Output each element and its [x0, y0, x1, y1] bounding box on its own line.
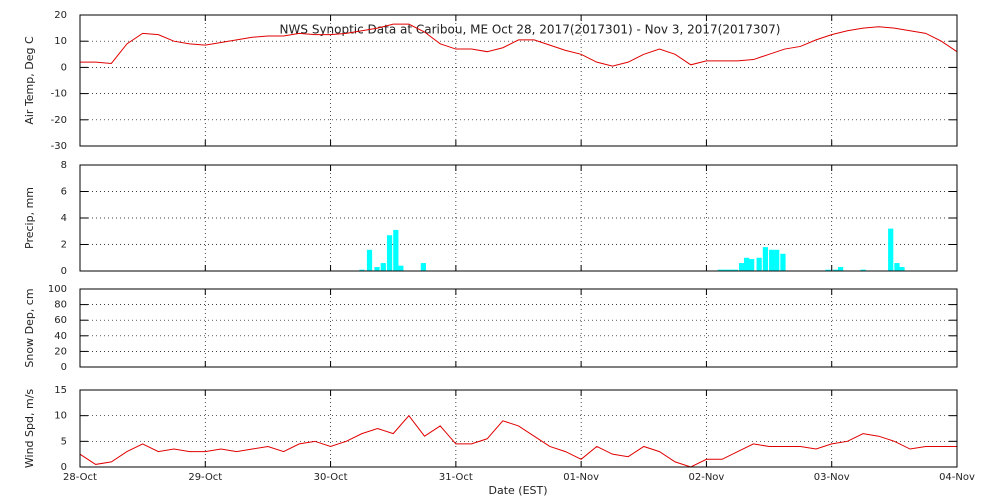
y-axis-label: Snow Dep, cm — [23, 288, 36, 367]
y-tick-label: 6 — [61, 187, 67, 198]
bar — [393, 229, 399, 271]
y-tick-label: 20 — [54, 10, 67, 21]
y-tick-label: 15 — [54, 385, 67, 396]
y-axis-label: Precip, mm — [23, 187, 36, 249]
bar — [420, 263, 426, 271]
bar — [366, 249, 373, 271]
bar — [744, 257, 750, 271]
bar — [774, 249, 780, 271]
bar — [894, 263, 900, 271]
y-tick-label: -30 — [51, 141, 67, 152]
bar — [386, 235, 393, 271]
y-tick-label: 40 — [54, 331, 67, 342]
x-axis-label: Date (EST) — [488, 484, 547, 497]
bar — [739, 263, 745, 271]
bar — [374, 267, 380, 271]
chart-title: NWS Synoptic Data at Caribou, ME Oct 28,… — [280, 23, 781, 37]
y-tick-label: -20 — [51, 115, 67, 126]
x-tick-label: 01-Nov — [563, 472, 599, 483]
bar — [837, 267, 844, 271]
y-axis-label: Wind Spd, m/s — [23, 389, 36, 469]
x-tick-label: 30-Oct — [314, 472, 348, 483]
y-tick-label: 20 — [54, 346, 67, 357]
y-tick-label: 0 — [61, 62, 67, 73]
bar — [762, 247, 769, 271]
plot-frame — [79, 288, 958, 368]
y-tick-label: 60 — [54, 315, 67, 326]
bar — [727, 269, 733, 271]
bar — [888, 228, 894, 271]
y-tick-label: 5 — [61, 436, 67, 447]
bar — [756, 257, 762, 271]
data-line — [80, 23, 958, 67]
bar — [899, 267, 905, 271]
y-tick-label: 8 — [61, 160, 67, 171]
bar — [732, 269, 738, 271]
x-tick-label: 04-Nov — [939, 472, 975, 483]
y-tick-label: 80 — [54, 300, 67, 311]
y-axis-label: Air Temp, Deg C — [23, 36, 36, 125]
y-tick-label: 10 — [54, 36, 67, 47]
x-tick-label: 29-Oct — [188, 472, 222, 483]
y-tick-label: 10 — [54, 411, 67, 422]
y-tick-label: 100 — [48, 284, 67, 295]
bar — [769, 249, 775, 271]
x-tick-label: 02-Nov — [688, 472, 724, 483]
y-tick-label: 2 — [61, 240, 67, 251]
bar — [825, 269, 831, 271]
data-line — [79, 414, 957, 468]
y-tick-label: 0 — [61, 462, 67, 473]
bar — [717, 269, 723, 271]
bar — [780, 253, 786, 271]
plot-frame — [79, 164, 958, 272]
y-tick-label: 0 — [61, 266, 67, 277]
plot-frame — [79, 389, 958, 468]
bar — [380, 263, 386, 271]
bar — [398, 265, 404, 271]
bar — [722, 269, 728, 271]
bar — [832, 269, 839, 271]
x-tick-label: 28-Oct — [63, 472, 97, 483]
y-tick-label: -10 — [51, 89, 67, 100]
bar — [359, 269, 365, 271]
bar — [860, 269, 866, 271]
y-tick-label: 4 — [61, 213, 67, 224]
bar — [749, 259, 755, 271]
x-tick-label: 03-Nov — [814, 472, 850, 483]
y-tick-label: 0 — [61, 362, 67, 373]
x-tick-label: 31-Oct — [439, 472, 473, 483]
plot-frame — [79, 14, 958, 147]
